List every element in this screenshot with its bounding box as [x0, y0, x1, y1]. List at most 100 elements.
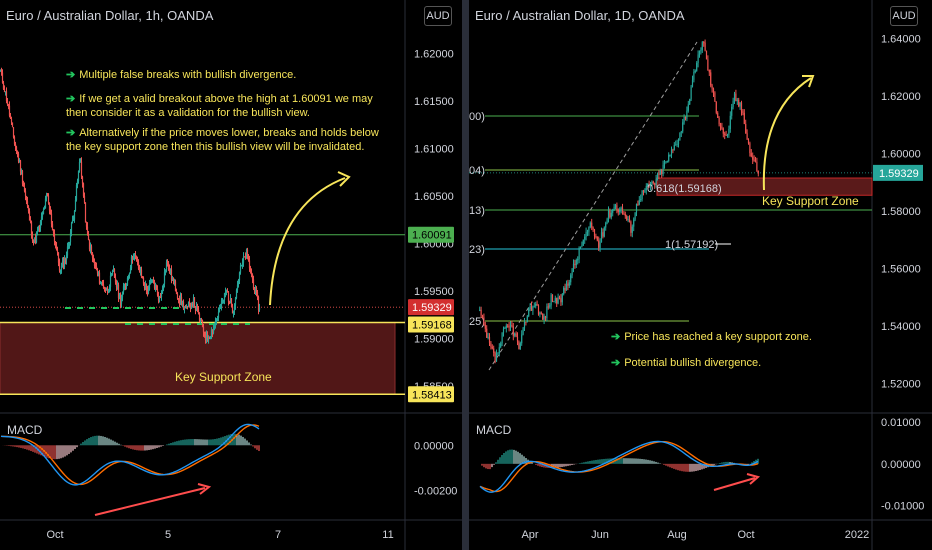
left-chart-canvas[interactable]: 1.620001.615001.610001.605001.600001.595…: [0, 0, 462, 550]
left-candle-body: [115, 282, 118, 288]
left-candle-body: [201, 320, 204, 327]
right-candle-body: [640, 199, 642, 201]
left-candle-body: [136, 260, 139, 263]
right-candle-body: [551, 294, 554, 302]
left-candle-body: [236, 284, 239, 290]
right-candle-body: [610, 212, 612, 218]
right-time-tick: Oct: [737, 529, 754, 541]
right-candle-body: [684, 116, 687, 119]
left-candle-body: [150, 281, 153, 283]
right-candle-body: [571, 268, 573, 276]
left-candle-body: [133, 255, 136, 258]
left-candle-body: [34, 237, 37, 243]
right-candle-body: [718, 117, 720, 125]
left-candle-body: [41, 214, 44, 217]
right-candle-body: [596, 236, 598, 241]
right-candle-body: [613, 206, 615, 211]
left-candle-body: [24, 191, 27, 197]
left-candle-body: [35, 232, 38, 243]
right-candle-body: [715, 101, 717, 113]
right-candle-body: [584, 236, 586, 240]
right-bullish-arrow: [762, 77, 812, 191]
right-chart-canvas[interactable]: 00) 04) 13) 23) 25) 0.618(1.59168) 1(1.57192) 1…: [469, 0, 932, 550]
right-candle-body: [504, 328, 506, 330]
left-candle-body: [88, 239, 91, 250]
left-candle-body: [182, 301, 185, 310]
right-candle-body: [694, 70, 696, 72]
right-candle-body: [746, 133, 748, 140]
left-candle-body: [83, 196, 86, 203]
left-candle-body: [25, 196, 28, 202]
right-candle-body: [561, 294, 563, 303]
left-candle-body: [49, 210, 52, 214]
right-price-tick: 1.60000: [881, 149, 921, 161]
left-candle-body: [187, 302, 190, 307]
right-candle-body: [745, 123, 747, 134]
left-candle-body: [175, 291, 178, 295]
right-candle-body: [575, 260, 577, 266]
left-macd-tick: -0.00200: [414, 486, 457, 498]
right-time-tick: Apr: [521, 529, 538, 541]
left-candle-body: [3, 88, 6, 93]
left-resistance-badge-bg: [408, 226, 454, 243]
left-candle-body: [165, 262, 168, 272]
right-currency-button[interactable]: AUD: [890, 6, 918, 26]
left-candle-body: [46, 195, 49, 197]
left-candle-body: [232, 310, 235, 314]
left-candle-body: [5, 91, 8, 101]
left-candle-body: [84, 202, 87, 223]
left-candle-body: [91, 252, 94, 258]
right-candle-body: [532, 306, 534, 311]
left-candle-body: [70, 223, 73, 233]
left-candle-body: [181, 301, 184, 306]
left-chart-panel[interactable]: 1.62000 1.61500 1.61000 1.60500 1.60000 1.595…: [0, 0, 462, 550]
right-candle-body: [697, 54, 699, 63]
right-candle-body: [588, 227, 590, 232]
left-candle-body: [73, 210, 76, 220]
right-candle-body: [550, 294, 552, 306]
left-candle-body: [9, 115, 12, 119]
right-candle-body: [647, 183, 649, 187]
right-candle-body: [535, 303, 537, 307]
right-candle-body: [711, 85, 713, 89]
left-price-tick: 1.62000: [414, 48, 454, 60]
right-chart-title: Euro / Australian Dollar, 1D, OANDA: [475, 8, 685, 23]
right-price-tick: 1.54000: [881, 321, 921, 333]
left-candle-body: [111, 271, 114, 274]
left-candle-body: [86, 226, 89, 235]
right-candle-body: [526, 316, 528, 323]
right-candle-body: [626, 216, 628, 220]
right-candle-body: [738, 99, 740, 107]
left-candle-body: [215, 319, 218, 322]
right-candle-body: [479, 309, 481, 311]
right-note-1: ➔ Price has reached a key support zone.: [611, 331, 812, 343]
right-candle-body: [729, 115, 731, 130]
right-chart-panel[interactable]: 00) 04) 13) 23) 25) 0.618(1.59168) 1(1.57192) 1…: [469, 0, 932, 550]
left-candle-body: [18, 160, 21, 162]
left-candle-body: [189, 303, 192, 309]
left-candle-body: [32, 240, 35, 244]
right-candle-body: [728, 129, 730, 135]
left-time-tick: 11: [382, 529, 393, 541]
right-candle-body: [642, 190, 645, 193]
left-currency-button[interactable]: AUD: [424, 6, 452, 26]
left-candle-body: [72, 219, 75, 221]
left-candle-body: [155, 285, 158, 289]
left-candle-body: [104, 289, 107, 291]
right-candle-body: [719, 124, 722, 127]
right-candle-body: [574, 263, 576, 266]
right-candle-body: [502, 328, 505, 333]
left-candle-body: [42, 209, 45, 215]
panel-divider[interactable]: [462, 0, 469, 550]
left-candle-body: [50, 213, 53, 224]
left-candle-body: [96, 270, 99, 274]
left-zone-bottom-badge: 1.58413: [412, 389, 452, 401]
left-candle-body: [207, 337, 210, 340]
left-candle-body: [95, 266, 98, 271]
right-candle-body: [522, 327, 524, 335]
left-candle-body: [233, 305, 236, 311]
right-candle-body: [612, 210, 614, 213]
left-candle-body: [98, 272, 101, 284]
right-candle-body: [753, 159, 755, 162]
left-candle-body: [90, 246, 93, 253]
